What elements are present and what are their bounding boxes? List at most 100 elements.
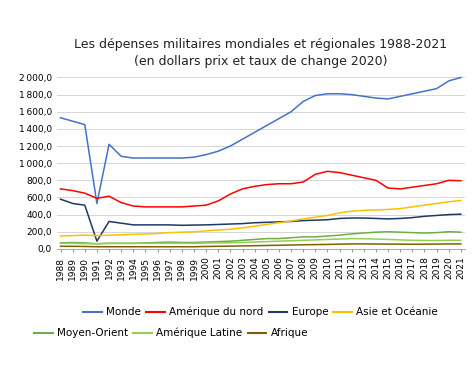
- Europe: [458, 212, 464, 216]
- Amérique du nord: [191, 204, 197, 208]
- Asie et Océanie: [130, 232, 136, 236]
- Amérique Latine: [240, 240, 246, 244]
- Monde: [325, 92, 330, 96]
- Afrique: [58, 244, 64, 249]
- Europe: [276, 220, 282, 224]
- Moyen-Orient: [215, 239, 221, 244]
- Monde: [301, 99, 306, 104]
- Europe: [288, 219, 294, 224]
- Monde: [458, 75, 464, 80]
- Moyen-Orient: [118, 241, 124, 246]
- Afrique: [118, 244, 124, 249]
- Europe: [410, 216, 415, 220]
- Afrique: [130, 244, 136, 249]
- Amérique du nord: [434, 182, 439, 186]
- Europe: [385, 217, 391, 221]
- Amérique du nord: [373, 178, 379, 183]
- Europe: [252, 221, 257, 225]
- Moyen-Orient: [361, 231, 367, 235]
- Europe: [397, 216, 403, 221]
- Moyen-Orient: [143, 241, 148, 245]
- Afrique: [446, 242, 452, 246]
- Afrique: [106, 244, 112, 249]
- Europe: [82, 203, 88, 208]
- Amérique Latine: [276, 239, 282, 243]
- Amérique Latine: [94, 242, 100, 246]
- Moyen-Orient: [203, 240, 209, 244]
- Asie et Océanie: [58, 234, 64, 238]
- Amérique Latine: [422, 238, 428, 243]
- Asie et Océanie: [264, 222, 270, 227]
- Amérique du nord: [130, 204, 136, 208]
- Monde: [410, 92, 415, 96]
- Asie et Océanie: [143, 232, 148, 236]
- Afrique: [70, 244, 75, 249]
- Amérique Latine: [203, 241, 209, 245]
- Amérique du nord: [361, 176, 367, 180]
- Amérique Latine: [397, 238, 403, 242]
- Afrique: [179, 244, 185, 249]
- Moyen-Orient: [155, 240, 160, 244]
- Asie et Océanie: [373, 208, 379, 212]
- Amérique du nord: [203, 203, 209, 208]
- Moyen-Orient: [264, 236, 270, 241]
- Moyen-Orient: [106, 241, 112, 246]
- Amérique du nord: [422, 183, 428, 188]
- Line: Moyen-Orient: Moyen-Orient: [61, 232, 461, 244]
- Europe: [191, 223, 197, 227]
- Monde: [58, 116, 64, 120]
- Monde: [94, 201, 100, 206]
- Europe: [446, 212, 452, 217]
- Amérique du nord: [106, 194, 112, 198]
- Afrique: [337, 242, 342, 246]
- Moyen-Orient: [94, 242, 100, 246]
- Asie et Océanie: [82, 233, 88, 238]
- Afrique: [288, 243, 294, 247]
- Monde: [179, 156, 185, 160]
- Europe: [361, 216, 367, 220]
- Asie et Océanie: [337, 211, 342, 215]
- Amérique du nord: [118, 201, 124, 205]
- Moyen-Orient: [82, 241, 88, 245]
- Afrique: [410, 242, 415, 246]
- Monde: [397, 94, 403, 98]
- Amérique Latine: [446, 238, 452, 243]
- Amérique Latine: [106, 241, 112, 246]
- Monde: [446, 79, 452, 83]
- Amérique Latine: [288, 239, 294, 243]
- Amérique Latine: [434, 238, 439, 243]
- Afrique: [252, 243, 257, 248]
- Line: Afrique: Afrique: [61, 244, 461, 247]
- Moyen-Orient: [252, 237, 257, 242]
- Amérique du nord: [349, 173, 355, 178]
- Monde: [337, 92, 342, 96]
- Amérique du nord: [446, 178, 452, 183]
- Amérique du nord: [252, 184, 257, 188]
- Moyen-Orient: [373, 230, 379, 234]
- Afrique: [434, 242, 439, 246]
- Asie et Océanie: [203, 229, 209, 233]
- Afrique: [312, 242, 318, 247]
- Europe: [167, 223, 173, 227]
- Asie et Océanie: [252, 224, 257, 228]
- Amérique Latine: [385, 237, 391, 242]
- Afrique: [228, 244, 233, 249]
- Moyen-Orient: [240, 238, 246, 243]
- Asie et Océanie: [422, 203, 428, 208]
- Monde: [155, 156, 160, 160]
- Moyen-Orient: [325, 234, 330, 238]
- Moyen-Orient: [312, 235, 318, 239]
- Moyen-Orient: [228, 239, 233, 243]
- Europe: [301, 219, 306, 223]
- Europe: [264, 220, 270, 224]
- Europe: [106, 219, 112, 224]
- Europe: [58, 197, 64, 201]
- Monde: [130, 156, 136, 160]
- Asie et Océanie: [458, 198, 464, 203]
- Europe: [179, 223, 185, 228]
- Moyen-Orient: [70, 240, 75, 244]
- Afrique: [155, 244, 160, 249]
- Amérique Latine: [130, 241, 136, 246]
- Asie et Océanie: [70, 234, 75, 238]
- Monde: [373, 96, 379, 100]
